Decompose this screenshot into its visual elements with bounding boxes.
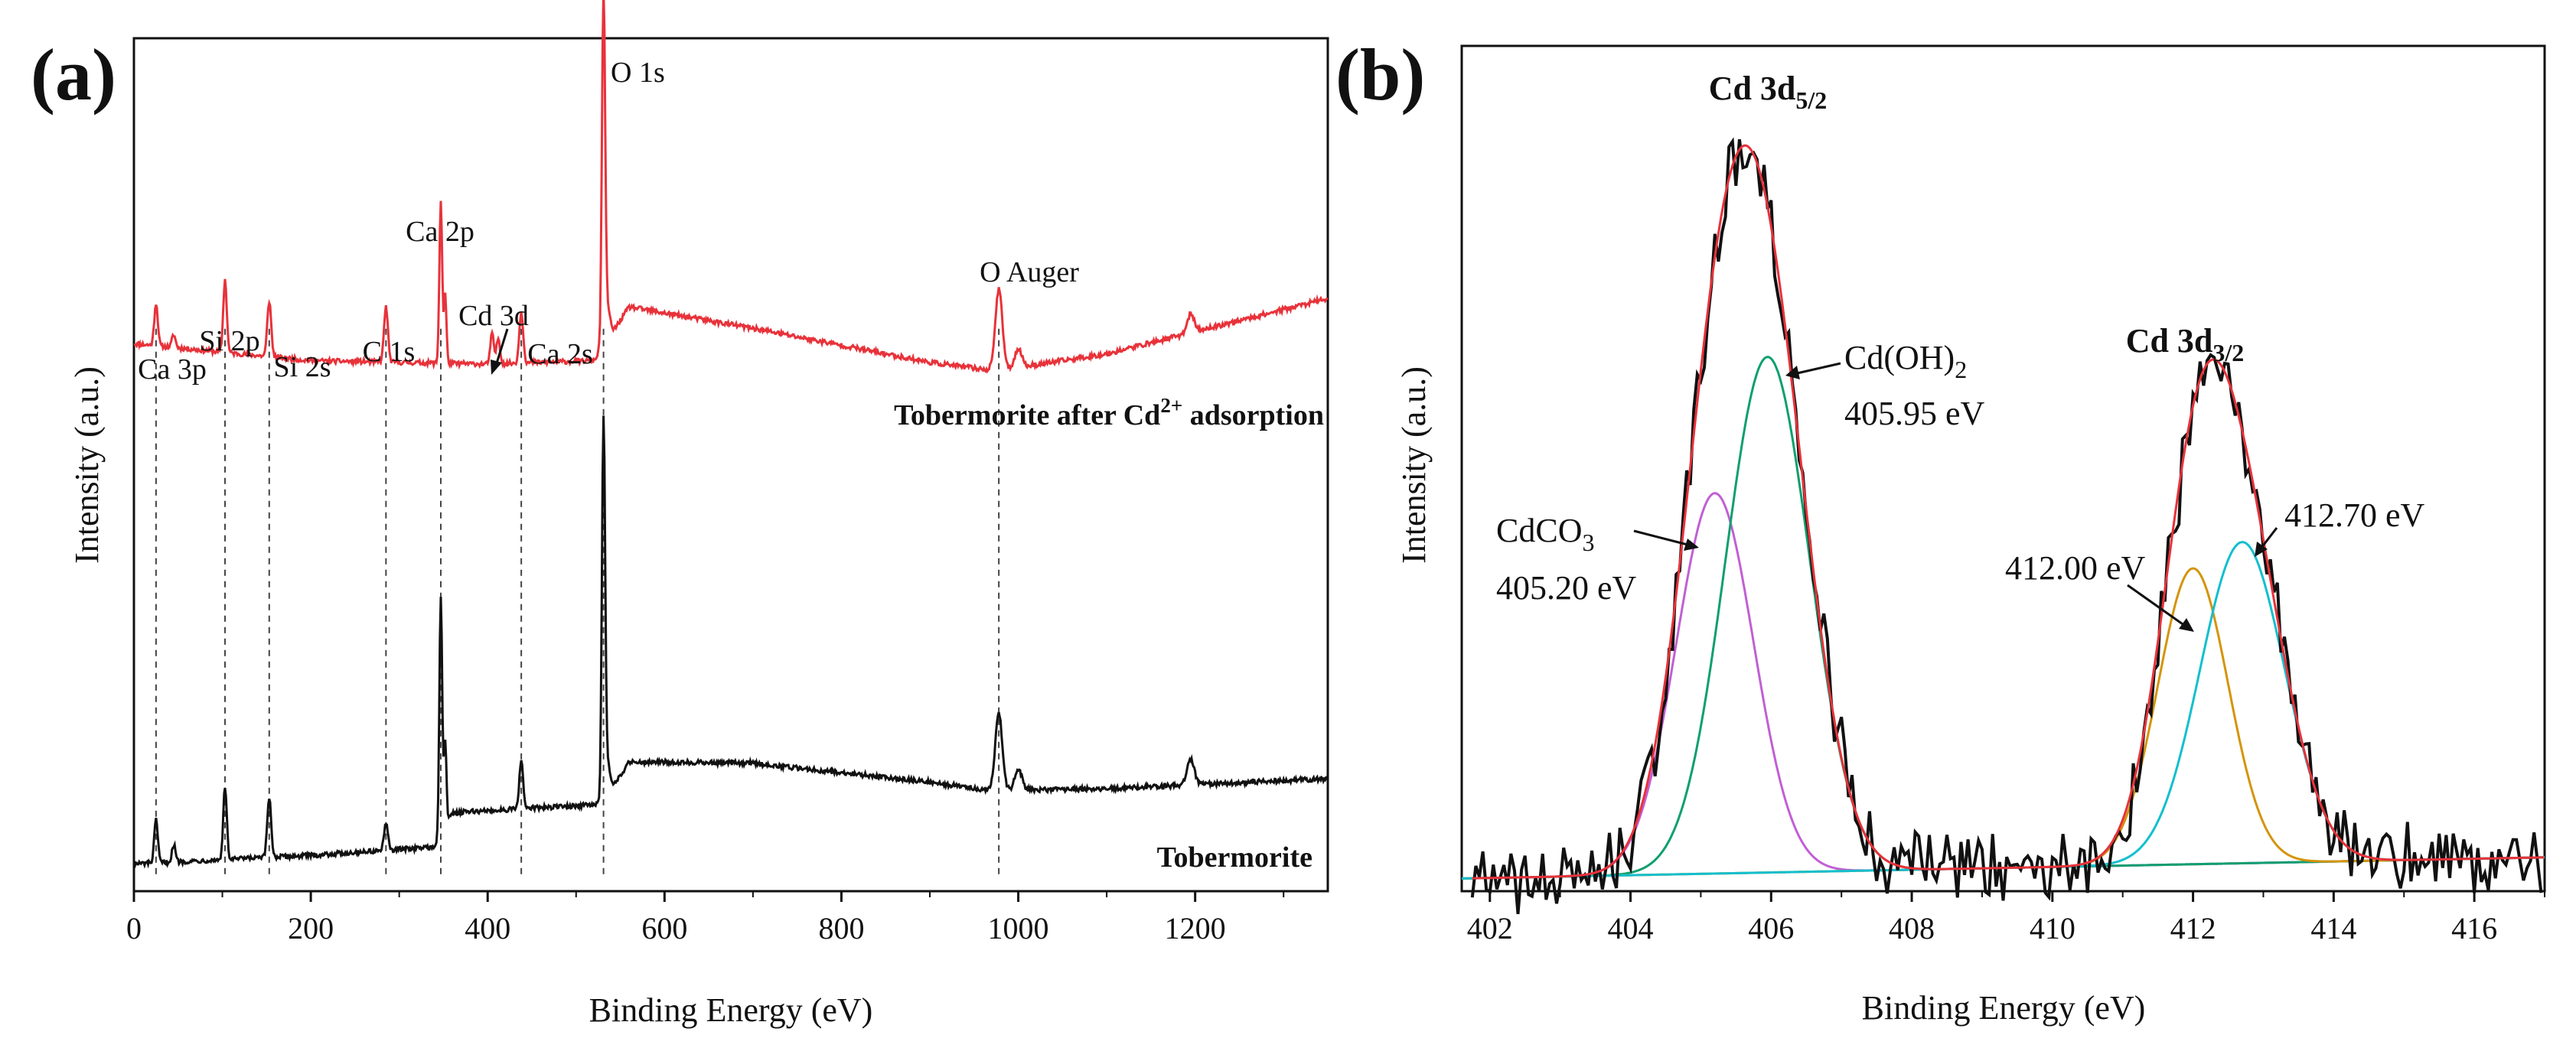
panel-b-label: (b)	[1335, 34, 1425, 116]
x-tick-label: 410	[2030, 911, 2075, 945]
peak-label: Si 2p	[199, 325, 259, 357]
panel-a-reference-lines	[155, 328, 1000, 874]
peak-label: O 1s	[611, 57, 665, 89]
panel-b-plot	[1461, 137, 2545, 915]
x-tick-label: 1200	[1165, 911, 1226, 945]
series-line-tobermorite	[132, 415, 1329, 869]
x-tick-label: 416	[2451, 911, 2497, 945]
panel-a-y-axis-title: Intensity (a.u.)	[68, 366, 106, 564]
label-cdoh2-energy: 405.95 eV	[1844, 395, 1985, 432]
p412-00-arrow-head	[2179, 618, 2194, 632]
panel-b-x-ticks: 402 404 406 408 410 412 414 416	[1467, 891, 2545, 945]
panel-a-x-axis-title: Binding Energy (eV)	[589, 991, 873, 1029]
cd3d-arrow	[494, 328, 509, 366]
component-peak-0	[1462, 492, 2545, 880]
peak-label: Si 2s	[274, 351, 331, 383]
cdco3-arrow	[1633, 529, 1688, 546]
peak-label: Ca 2s	[527, 338, 593, 370]
envelope-fit	[1472, 144, 2545, 880]
panel-b-y-axis-title: Intensity (a.u.)	[1395, 366, 1433, 564]
p412-70-arrow-head	[2255, 542, 2268, 557]
peak-label: C 1s	[363, 336, 416, 368]
x-tick-label: 402	[1467, 911, 1513, 945]
x-tick-label: 414	[2310, 911, 2356, 945]
cdoh2-arrow-head	[1785, 366, 1800, 379]
peak-label: Ca 3p	[138, 353, 207, 386]
peak-label: Ca 2p	[406, 216, 474, 248]
component-peak-2	[1462, 567, 2545, 880]
series-line-after-adsorption	[133, 0, 1328, 374]
label-cdoh2: Cd(OH)2	[1844, 339, 1967, 383]
x-tick-label: 404	[1608, 911, 1654, 945]
x-tick-label: 400	[465, 911, 510, 945]
x-tick-label: 1000	[988, 911, 1049, 945]
panel-a-frame	[132, 37, 1329, 893]
panel-a-label: (a)	[31, 34, 116, 116]
panel-b-x-axis-title: Binding Energy (eV)	[1862, 989, 2146, 1027]
panel-b-frame	[1460, 44, 2546, 893]
x-tick-label: 600	[641, 911, 687, 945]
cd3d-arrow-head	[491, 360, 502, 375]
panel-a-series	[132, 0, 1329, 869]
label-cd3d52: Cd 3d5/2	[1709, 70, 1828, 114]
series-label-tobermorite: Tobermorite	[1157, 841, 1312, 874]
x-tick-label: 408	[1889, 911, 1935, 945]
cdoh2-arrow	[1796, 362, 1841, 375]
p412-70-arrow	[2260, 527, 2278, 548]
panel-b: (b) 402 404 406 408 410 412 414 416 Cd 3d5/2 Cd…	[1335, 34, 2546, 1027]
component-peak-1	[1462, 356, 2545, 880]
x-tick-label: 800	[818, 911, 864, 945]
x-tick-label: 412	[2170, 911, 2216, 945]
peak-label: Cd 3d	[458, 300, 529, 332]
x-tick-label: 200	[288, 911, 334, 945]
p412-00-arrow	[2127, 584, 2186, 627]
label-cdco3: CdCO3	[1496, 512, 1594, 556]
cdco3-arrow-head	[1684, 539, 1699, 551]
label-412-00: 412.00 eV	[2005, 549, 2146, 587]
panel-a-x-ticks: 0 200 400 600 800 1000 1200	[126, 891, 1285, 945]
x-tick-label: 0	[126, 911, 142, 945]
series-label-adsorbed: Tobermorite after Cd2+ adsorption	[894, 394, 1324, 431]
x-tick-label: 406	[1748, 911, 1794, 945]
label-412-70: 412.70 eV	[2284, 496, 2425, 534]
label-cd3d32: Cd 3d3/2	[2126, 322, 2245, 366]
label-cdco3-energy: 405.20 eV	[1496, 569, 1637, 607]
peak-label: O Auger	[980, 256, 1079, 288]
